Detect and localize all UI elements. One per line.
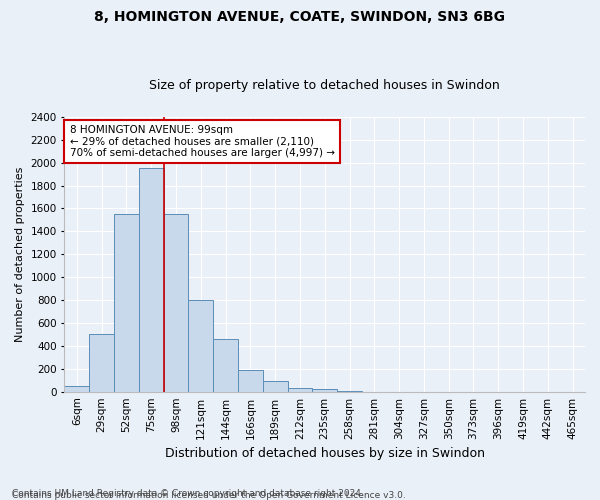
- Title: Size of property relative to detached houses in Swindon: Size of property relative to detached ho…: [149, 79, 500, 92]
- Bar: [337, 390, 362, 392]
- Bar: [213, 339, 238, 392]
- Bar: [238, 370, 263, 392]
- Bar: [188, 300, 213, 392]
- Bar: [164, 214, 188, 392]
- Bar: [89, 334, 114, 392]
- Bar: [313, 390, 337, 392]
- Text: Contains HM Land Registry data © Crown copyright and database right 2024.: Contains HM Land Registry data © Crown c…: [12, 488, 364, 498]
- Text: Contains public sector information licensed under the Open Government Licence v3: Contains public sector information licen…: [12, 491, 406, 500]
- Bar: [114, 214, 139, 392]
- Text: 8 HOMINGTON AVENUE: 99sqm
← 29% of detached houses are smaller (2,110)
70% of se: 8 HOMINGTON AVENUE: 99sqm ← 29% of detac…: [70, 125, 335, 158]
- Y-axis label: Number of detached properties: Number of detached properties: [15, 166, 25, 342]
- Bar: [64, 386, 89, 392]
- Text: 8, HOMINGTON AVENUE, COATE, SWINDON, SN3 6BG: 8, HOMINGTON AVENUE, COATE, SWINDON, SN3…: [95, 10, 505, 24]
- Bar: [263, 382, 287, 392]
- X-axis label: Distribution of detached houses by size in Swindon: Distribution of detached houses by size …: [165, 447, 485, 460]
- Bar: [287, 388, 313, 392]
- Bar: [139, 168, 164, 392]
